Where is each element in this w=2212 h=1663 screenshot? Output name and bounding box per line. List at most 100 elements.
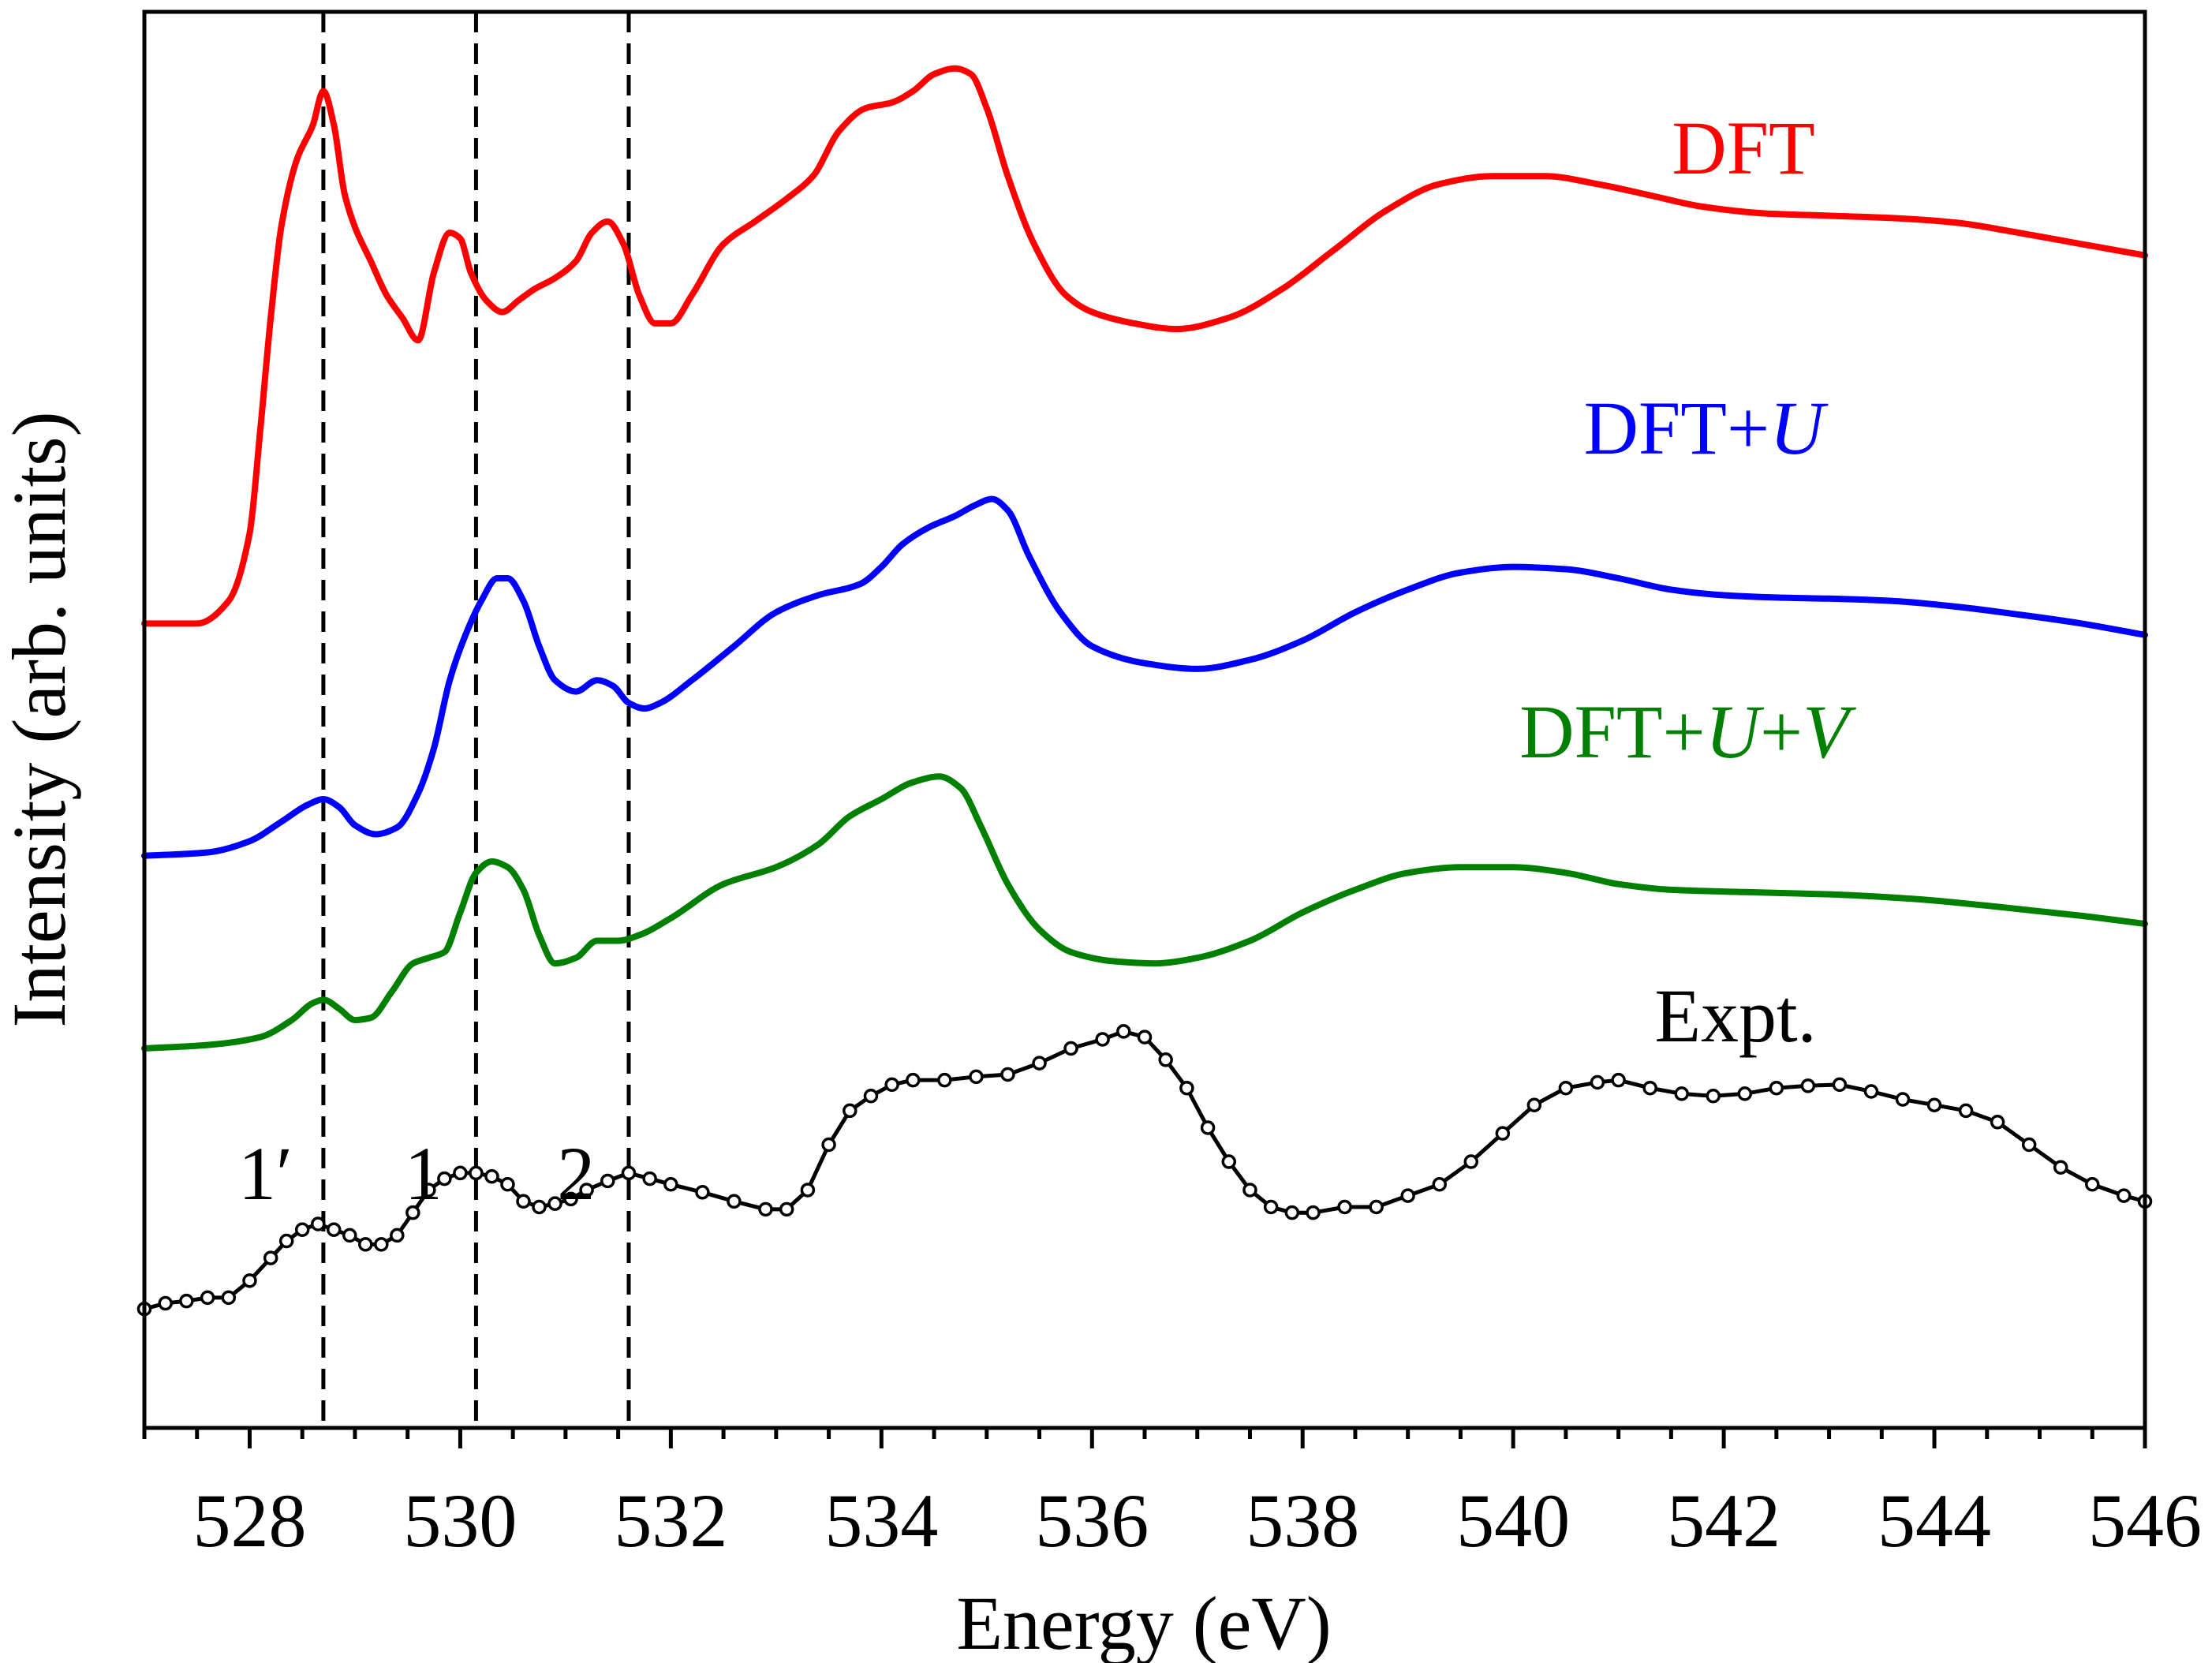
x-tick-label: 542 <box>1667 1478 1780 1563</box>
data-point-expt-43 <box>1000 1067 1015 1082</box>
data-point-expt-22 <box>516 1194 531 1209</box>
data-point-expt-60 <box>1432 1177 1447 1192</box>
data-point-expt-17 <box>437 1171 452 1187</box>
data-point-expt-16 <box>421 1183 436 1198</box>
data-point-expt-31 <box>695 1185 710 1200</box>
data-point-expt-29 <box>642 1171 657 1187</box>
data-point-expt-10 <box>327 1222 342 1237</box>
x-tick-label: 530 <box>403 1478 517 1563</box>
data-point-expt-33 <box>758 1201 773 1217</box>
data-point-expt-57 <box>1337 1199 1352 1215</box>
x-tick-label: 540 <box>1456 1478 1570 1563</box>
series-label-part: DFT+ <box>1584 386 1770 470</box>
data-point-expt-51 <box>1200 1120 1216 1135</box>
data-point-expt-59 <box>1400 1188 1415 1203</box>
data-point-expt-77 <box>1958 1103 1974 1119</box>
data-point-expt-71 <box>1769 1080 1784 1096</box>
series-layer <box>136 65 2153 1317</box>
data-point-expt-21 <box>500 1177 515 1192</box>
data-point-expt-3 <box>200 1290 215 1306</box>
data-point-expt-69 <box>1706 1089 1721 1104</box>
data-point-expt-12 <box>358 1237 373 1252</box>
x-tick-label: 538 <box>1246 1478 1359 1563</box>
data-point-expt-45 <box>1063 1041 1078 1056</box>
data-point-expt-58 <box>1369 1199 1384 1215</box>
series-line-dft-u-v <box>141 773 2148 1052</box>
data-point-expt-63 <box>1526 1097 1542 1112</box>
series-dft-u-v <box>141 773 2148 1052</box>
data-point-expt-5 <box>242 1273 257 1288</box>
series-label-part: Expt. <box>1654 974 1816 1058</box>
series-label-part: + <box>1760 689 1803 774</box>
data-point-expt-24 <box>547 1196 562 1211</box>
data-point-expt-81 <box>2085 1177 2100 1192</box>
data-point-expt-2 <box>179 1293 194 1309</box>
series-label-dft: DFT <box>1672 106 1814 190</box>
data-point-expt-37 <box>843 1103 858 1119</box>
data-point-expt-40 <box>906 1072 921 1088</box>
data-point-expt-73 <box>1832 1077 1848 1093</box>
data-point-expt-65 <box>1590 1074 1605 1090</box>
data-point-expt-30 <box>663 1177 678 1192</box>
series-label-part: DFT <box>1672 106 1814 190</box>
data-point-expt-78 <box>1990 1115 2005 1130</box>
data-point-expt-52 <box>1221 1154 1237 1169</box>
data-point-expt-70 <box>1737 1086 1753 1101</box>
data-point-expt-4 <box>221 1290 237 1306</box>
peak-label-2: 1 <box>405 1131 443 1216</box>
data-point-expt-36 <box>821 1137 836 1153</box>
series-label-part: U <box>1769 386 1829 470</box>
data-point-expt-62 <box>1495 1126 1511 1141</box>
data-point-expt-49 <box>1158 1052 1173 1067</box>
data-point-expt-7 <box>278 1233 294 1249</box>
data-point-expt-47 <box>1116 1024 1131 1039</box>
series-label-part: V <box>1803 689 1856 774</box>
data-point-expt-6 <box>263 1250 278 1265</box>
data-point-expt-46 <box>1095 1032 1110 1047</box>
data-point-expt-15 <box>405 1205 420 1220</box>
data-point-expt-39 <box>884 1077 899 1093</box>
data-point-expt-72 <box>1800 1078 1816 1093</box>
series-label-dft-u-v: DFT+U+V <box>1519 689 1856 774</box>
data-point-expt-48 <box>1137 1030 1153 1045</box>
x-tick-label: 532 <box>614 1478 727 1563</box>
series-dft-u <box>141 495 2148 859</box>
y-axis-label: Intensity (arb. units) <box>0 411 81 1027</box>
data-point-expt-61 <box>1463 1154 1479 1169</box>
data-point-expt-79 <box>2021 1137 2037 1153</box>
peak-labels: 1′ 1 2 <box>238 1131 595 1216</box>
data-point-expt-9 <box>310 1216 326 1231</box>
data-point-expt-1 <box>158 1295 173 1311</box>
data-point-expt-68 <box>1674 1086 1689 1101</box>
x-tick-label: 546 <box>2088 1478 2202 1563</box>
data-point-expt-19 <box>469 1165 484 1181</box>
data-point-expt-67 <box>1642 1080 1657 1096</box>
series-line-expt <box>144 1029 2146 1311</box>
data-point-expt-8 <box>294 1222 310 1237</box>
data-point-expt-76 <box>1926 1097 1942 1112</box>
reference-lines <box>321 12 631 1428</box>
data-point-expt-35 <box>800 1183 816 1198</box>
data-point-expt-32 <box>727 1194 742 1209</box>
data-point-expt-27 <box>600 1173 615 1189</box>
data-point-expt-23 <box>532 1199 547 1215</box>
series-label-dft-u: DFT+U <box>1584 386 1829 470</box>
x-tick-label: 544 <box>1878 1478 1991 1563</box>
data-point-expt-66 <box>1611 1072 1626 1088</box>
x-axis-label: Energy (eV) <box>956 1581 1331 1663</box>
peak-label-3: 2 <box>557 1131 595 1216</box>
series-line-dft <box>141 65 2148 627</box>
data-point-expt-13 <box>374 1237 389 1252</box>
data-point-expt-42 <box>969 1069 984 1085</box>
data-point-expt-54 <box>1263 1199 1279 1215</box>
data-point-expt-64 <box>1558 1080 1574 1096</box>
data-point-expt-53 <box>1242 1183 1257 1198</box>
data-point-expt-25 <box>563 1191 578 1207</box>
data-point-expt-20 <box>484 1168 499 1184</box>
series-line-dft-u <box>141 495 2148 859</box>
data-point-expt-18 <box>453 1165 468 1181</box>
data-point-expt-11 <box>342 1228 357 1243</box>
data-point-expt-44 <box>1032 1056 1047 1071</box>
data-point-expt-50 <box>1179 1080 1194 1096</box>
